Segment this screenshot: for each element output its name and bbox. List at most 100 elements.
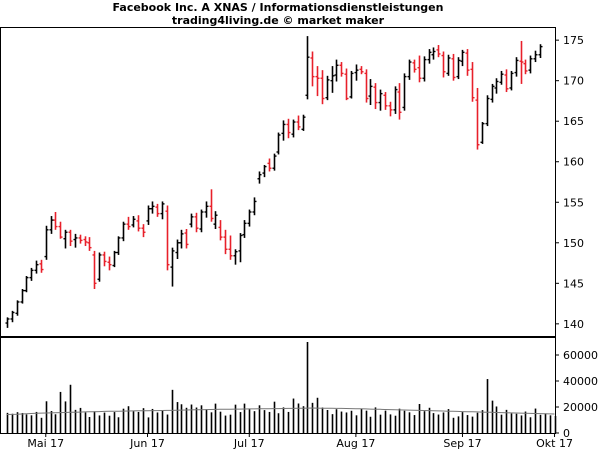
ohlc-bar — [296, 115, 301, 131]
time-axis: Mai 17 Jun 17 Jul 17 Aug 17 Sep 17 Okt 17 — [27, 433, 573, 450]
ohlc-bar — [126, 216, 131, 230]
ohlc-bar — [257, 171, 262, 184]
volume-tick-label: 20000 — [563, 401, 598, 414]
ohlc-bar — [63, 229, 68, 249]
month-tick-label: Mai 17 — [27, 437, 64, 450]
ohlc-bar — [330, 66, 335, 93]
ohlc-bar — [349, 70, 354, 99]
ohlc-bar — [334, 59, 339, 82]
price-tick-label: 145 — [563, 277, 584, 290]
ohlc-bar — [121, 221, 126, 242]
ohlc-bar — [34, 260, 39, 274]
ohlc-bar — [78, 234, 83, 244]
ohlc-bar — [436, 45, 441, 58]
ohlc-bar — [431, 47, 436, 60]
ohlc-bar — [92, 250, 97, 289]
ohlc-bar — [320, 70, 325, 105]
ohlc-bar — [175, 239, 180, 259]
ohlc-bar — [475, 87, 480, 150]
ohlc-bar — [451, 53, 456, 81]
ohlc-bar — [388, 101, 393, 117]
ohlc-bar — [189, 213, 194, 228]
price-tick-label: 150 — [563, 237, 584, 250]
ohlc-bar — [373, 83, 378, 110]
ohlc-bar — [422, 56, 427, 82]
ohlc-bar — [184, 229, 189, 249]
ohlc-bar — [165, 205, 170, 271]
ohlc-bar — [523, 59, 528, 75]
ohlc-bar — [465, 49, 470, 76]
ohlc-bar — [233, 249, 238, 265]
ohlc-bar — [39, 259, 44, 273]
ohlc-bar — [170, 247, 175, 287]
month-tick-label: Aug 17 — [336, 437, 375, 450]
ohlc-bar — [364, 69, 369, 103]
price-panel-frame — [0, 27, 556, 337]
ohlc-bar — [339, 62, 344, 77]
ohlc-bar — [480, 122, 485, 144]
volume-tick-label: 0 — [563, 427, 570, 440]
ohlc-bar — [397, 83, 402, 120]
ohlc-bar — [504, 69, 509, 93]
chart-subtitle: trading4living.de © market maker — [171, 14, 385, 27]
ohlc-bar — [83, 236, 88, 247]
ohlc-bar — [58, 221, 63, 239]
ohlc-bar — [97, 252, 102, 282]
ohlc-bar — [247, 209, 252, 227]
ohlc-bar — [24, 276, 29, 293]
volume-tick-label: 60000 — [563, 349, 598, 362]
ohlc-bar — [209, 189, 214, 222]
ohlc-bar — [44, 225, 49, 260]
ohlc-bar — [87, 237, 92, 251]
ohlc-bar — [538, 44, 543, 58]
ohlc-bar — [344, 68, 349, 101]
ohlc-bar — [238, 233, 243, 263]
ohlc-bar — [470, 62, 475, 102]
ohlc-bar — [272, 153, 277, 171]
ohlc-bar — [155, 203, 160, 217]
month-tick-label: Sep 17 — [443, 437, 481, 450]
ohlc-bar — [427, 49, 432, 64]
ohlc-bar — [102, 251, 107, 267]
ohlc-bar — [378, 89, 383, 111]
ohlc-bar — [494, 78, 499, 94]
ohlc-bar — [402, 73, 407, 111]
volume-axis: 0 20000 40000 60000 — [555, 349, 598, 440]
ohlc-bar — [160, 201, 165, 220]
ohlc-bar — [73, 233, 78, 248]
ohlc-bar — [514, 57, 519, 77]
ohlc-bar — [252, 197, 257, 216]
ohlc-bar — [150, 201, 155, 214]
ohlc-bar — [412, 59, 417, 73]
ohlc-bar — [460, 49, 465, 67]
ohlc-bar — [107, 256, 112, 271]
ohlc-bar — [315, 66, 320, 97]
ohlc-bar — [5, 317, 10, 328]
ohlc-bar — [53, 211, 58, 230]
price-tick-label: 170 — [563, 75, 584, 88]
ohlc-bar — [242, 220, 247, 238]
ohlc-bar — [519, 40, 524, 84]
ohlc-bar — [146, 205, 151, 225]
ohlc-bar — [204, 201, 209, 218]
price-tick-label: 140 — [563, 318, 584, 331]
ohlc-bar — [383, 92, 388, 110]
price-tick-label: 155 — [563, 196, 584, 209]
price-tick-label: 175 — [563, 34, 584, 47]
volume-moving-average-line — [6, 407, 555, 415]
ohlc-bar — [310, 51, 315, 87]
ohlc-bar — [267, 158, 272, 172]
month-tick-label: Jun 17 — [129, 437, 165, 450]
ohlc-bar — [262, 164, 267, 178]
ohlc-bar — [29, 267, 34, 281]
ohlc-bar — [276, 132, 281, 155]
ohlc-bar — [15, 300, 20, 316]
ohlc-bar — [393, 86, 398, 114]
ohlc-bar — [68, 229, 73, 247]
ohlc-bar — [281, 120, 286, 141]
ohlc-bar — [223, 229, 228, 255]
ohlc-bar — [485, 95, 490, 127]
ohlc-bar — [136, 215, 141, 232]
ohlc-bar — [325, 75, 330, 101]
volume-tick-label: 40000 — [563, 375, 598, 388]
